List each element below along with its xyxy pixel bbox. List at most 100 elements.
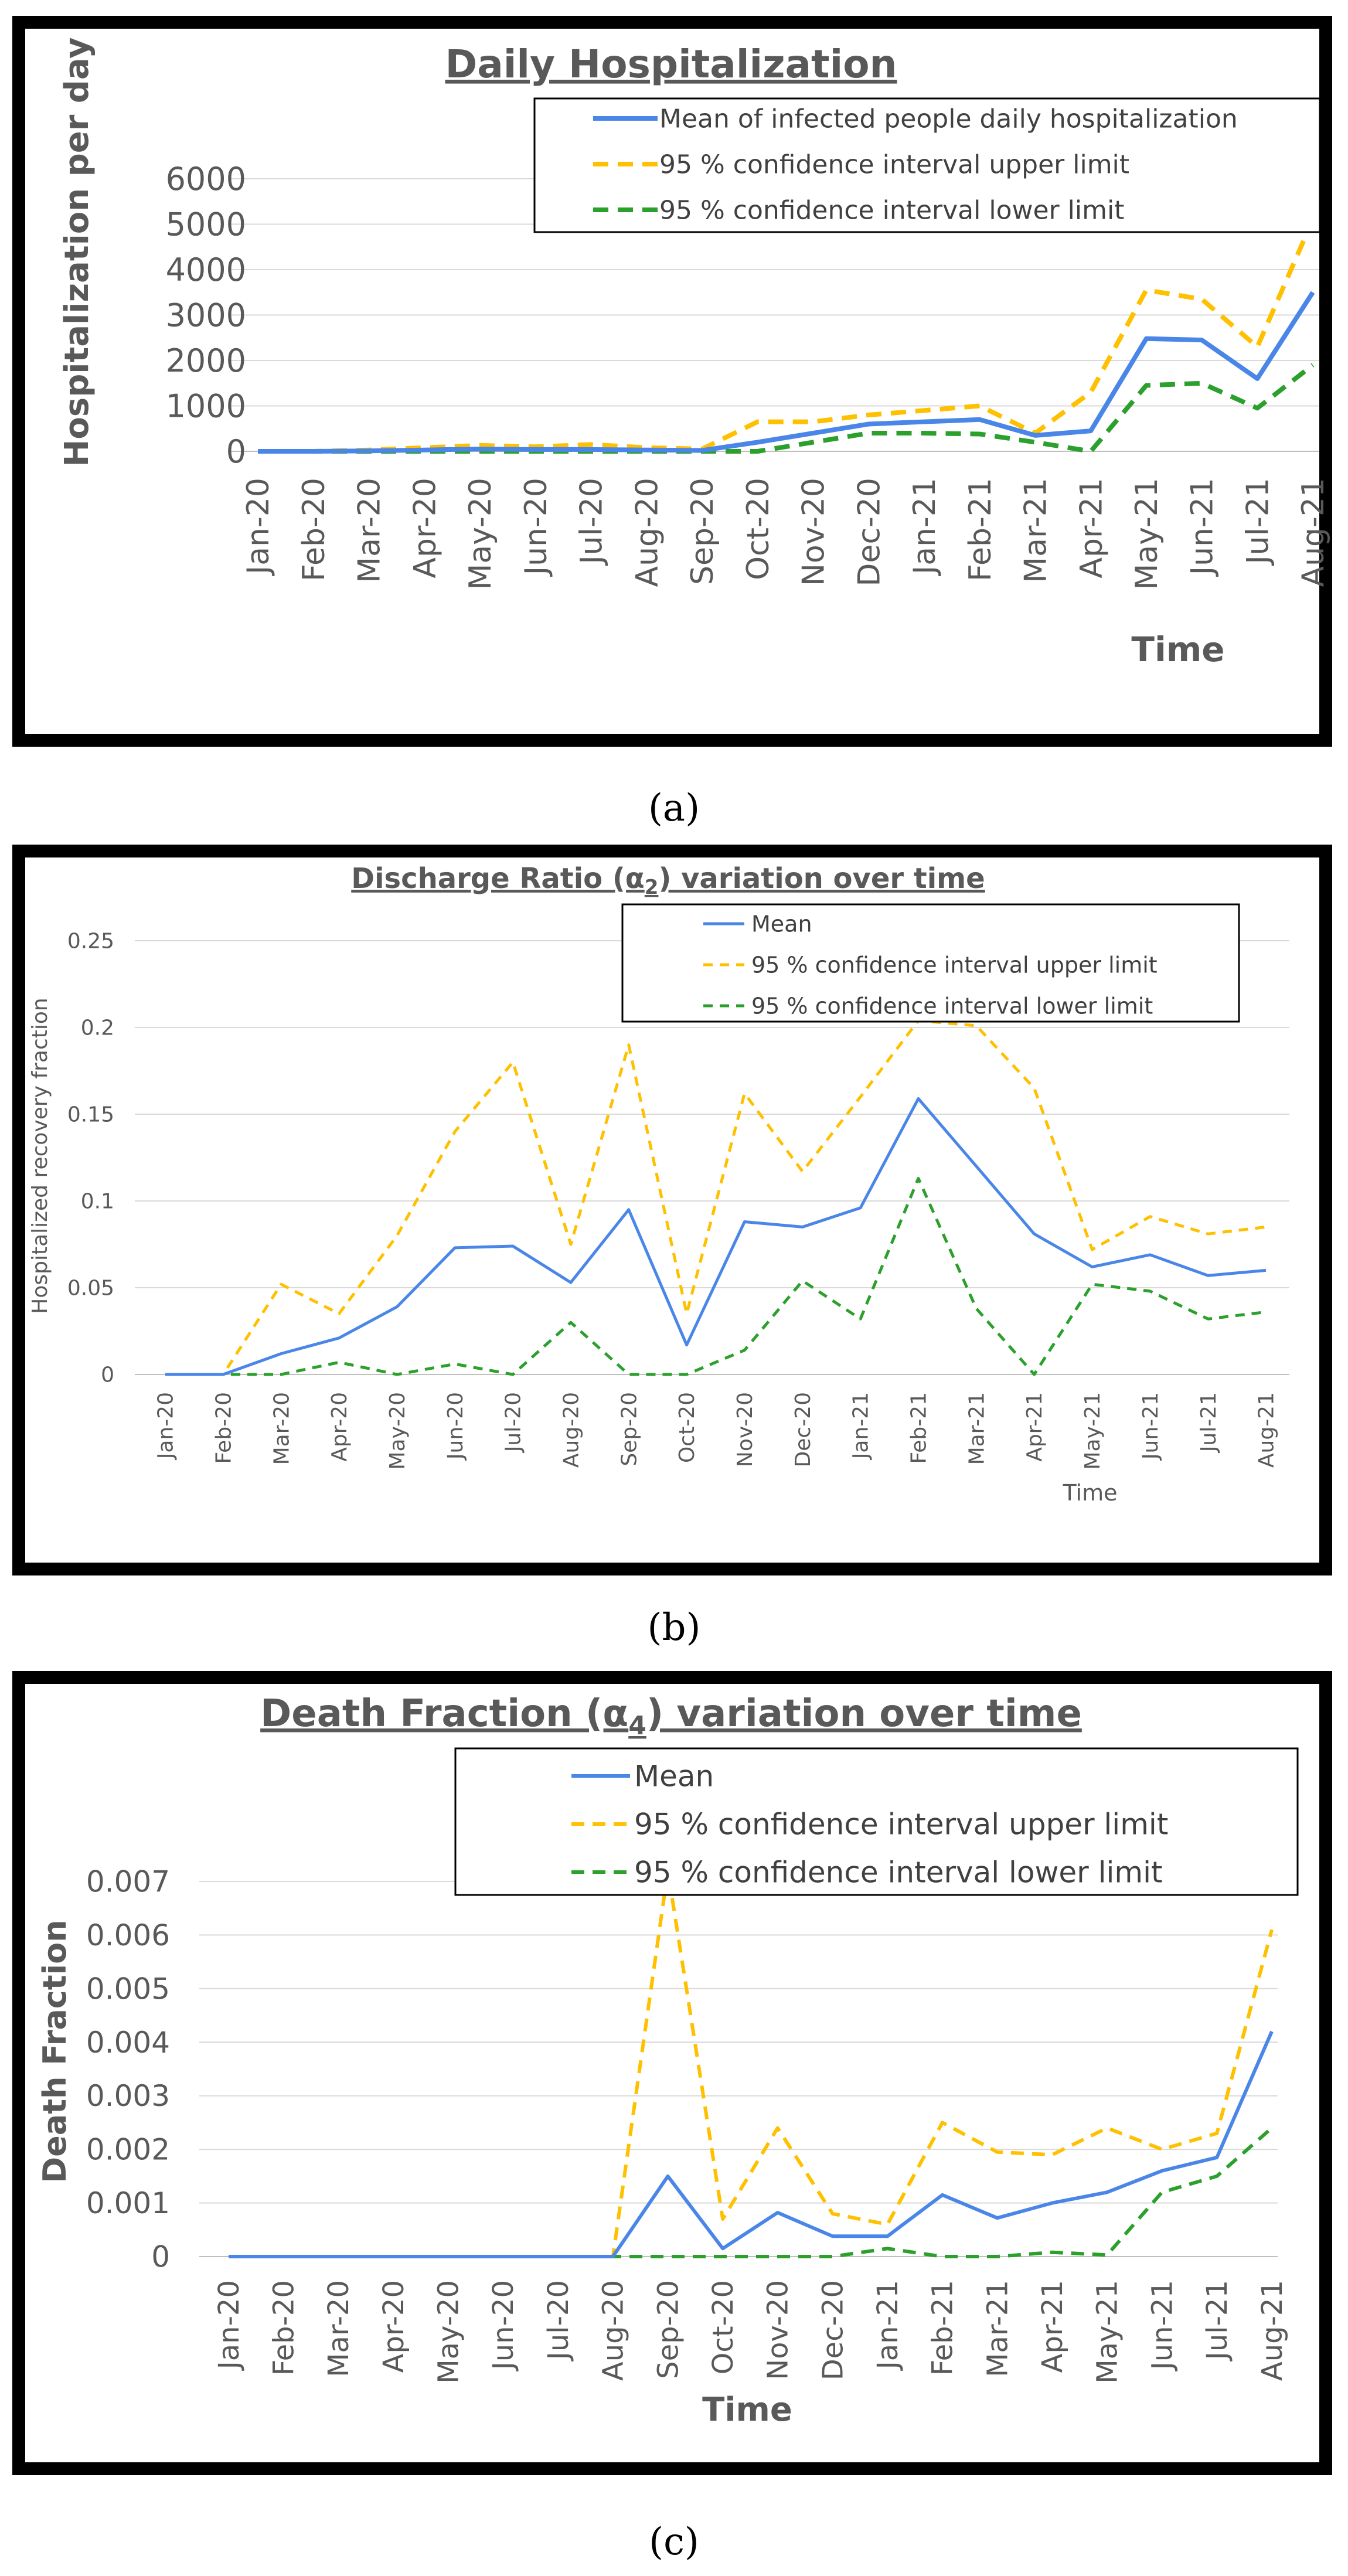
x-tick-label: Sep-20 bbox=[652, 2280, 685, 2379]
series-line-lower bbox=[165, 1177, 1267, 1376]
y-axis-label: Death Fraction bbox=[36, 1920, 73, 2183]
x-tick-label: Mar-20 bbox=[352, 478, 387, 583]
x-tick-label: Mar-20 bbox=[322, 2280, 355, 2377]
x-axis-label: Time bbox=[1063, 1480, 1118, 1506]
y-tick-label: 0.15 bbox=[67, 1103, 114, 1127]
legend-label: 95 % confidence interval upper limit bbox=[634, 1808, 1168, 1842]
y-tick-label: 0.25 bbox=[67, 930, 114, 954]
x-tick-label: Jun-21 bbox=[1139, 1392, 1163, 1461]
x-tick-label: Apr-20 bbox=[407, 478, 442, 579]
x-tick-label: May-20 bbox=[433, 2280, 465, 2384]
series-line-upper bbox=[258, 219, 1315, 454]
chart-title-main: Discharge Ratio (α bbox=[351, 862, 645, 895]
x-tick-label: Jun-21 bbox=[1185, 478, 1220, 577]
y-tick-label: 0.1 bbox=[81, 1190, 114, 1214]
y-tick-label: 0.003 bbox=[86, 2079, 170, 2113]
legend: Mean of infected people daily hospitaliz… bbox=[533, 97, 1321, 233]
x-tick-label: Jul-20 bbox=[542, 2280, 575, 2361]
x-axis-ticks: Jan-20 Feb-20 Mar-20 Apr-20 May-20 Jun-20 Jul-… bbox=[154, 1392, 1279, 1470]
chart-title-rest: ) variation over time bbox=[646, 1692, 1082, 1736]
legend-label: Mean bbox=[634, 1760, 714, 1794]
y-tick-label: 0 bbox=[151, 2240, 170, 2274]
legend-label: 95 % confidence interval upper limit bbox=[751, 952, 1158, 978]
y-tick-label: 0.007 bbox=[86, 1865, 170, 1899]
y-axis-ticks: 0 0.05 0.1 0.15 0.2 0.25 bbox=[67, 930, 114, 1387]
x-tick-label: Jan-21 bbox=[907, 478, 942, 576]
x-tick-label: Feb-20 bbox=[267, 2280, 300, 2376]
y-tick-label: 1000 bbox=[166, 387, 246, 424]
chart-title-subscript: 4 bbox=[628, 1711, 646, 1741]
x-tick-label: May-20 bbox=[463, 478, 498, 590]
x-tick-label: Jul-20 bbox=[574, 478, 610, 566]
caption-a: (a) bbox=[648, 787, 700, 830]
x-tick-label: Apr-21 bbox=[1036, 2280, 1069, 2373]
x-tick-label: Aug-21 bbox=[1296, 478, 1331, 587]
y-axis-label: Hospitalization per day bbox=[58, 38, 96, 467]
x-tick-label: Dec-20 bbox=[791, 1392, 815, 1467]
y-tick-label: 2000 bbox=[166, 342, 246, 379]
x-tick-label: Feb-21 bbox=[907, 1392, 931, 1464]
x-tick-label: Apr-20 bbox=[377, 2280, 410, 2373]
x-tick-label: Sep-20 bbox=[685, 478, 720, 585]
x-axis-label: Time bbox=[702, 2391, 792, 2429]
x-tick-label: Aug-20 bbox=[559, 1392, 583, 1468]
x-tick-label: Apr-21 bbox=[1074, 478, 1109, 579]
x-tick-label: Nov-20 bbox=[762, 2280, 795, 2380]
x-tick-label: Nov-20 bbox=[733, 1392, 757, 1467]
x-tick-label: Jan-20 bbox=[213, 2280, 246, 2371]
chart-title-rest: ) variation over time bbox=[658, 862, 985, 895]
x-tick-label: Aug-21 bbox=[1255, 1392, 1279, 1468]
legend-label: 95 % confidence interval lower limit bbox=[634, 1856, 1163, 1890]
x-tick-label: Jun-21 bbox=[1146, 2280, 1179, 2371]
x-tick-label: Jul-21 bbox=[1201, 2280, 1234, 2361]
x-tick-label: Mar-20 bbox=[270, 1392, 294, 1465]
y-axis-label: Hospitalized recovery fraction bbox=[28, 998, 52, 1314]
series-line-mean bbox=[165, 1097, 1267, 1376]
x-tick-label: Oct-20 bbox=[675, 1392, 699, 1463]
legend-label: 95 % confidence interval lower limit bbox=[751, 993, 1153, 1019]
y-tick-label: 0.006 bbox=[86, 1918, 170, 1952]
series-lines bbox=[165, 1019, 1267, 1376]
y-tick-label: 0.002 bbox=[86, 2133, 170, 2167]
x-tick-label: Aug-20 bbox=[597, 2280, 630, 2381]
panel-daily-hospitalization: Daily Hospitalization 0 1000 2000 3000 4000 5… bbox=[12, 16, 1332, 747]
x-tick-label: Jun-20 bbox=[444, 1392, 468, 1461]
x-tick-label: May-21 bbox=[1091, 2280, 1124, 2384]
x-tick-label: Feb-21 bbox=[963, 478, 998, 581]
chart-title: Daily Hospitalization bbox=[445, 42, 897, 87]
x-tick-label: Mar-21 bbox=[981, 2280, 1014, 2377]
x-tick-label: Nov-20 bbox=[796, 478, 832, 586]
x-tick-label: Aug-20 bbox=[629, 478, 665, 587]
caption-b: (b) bbox=[648, 1606, 701, 1649]
x-tick-label: Dec-20 bbox=[852, 478, 887, 587]
x-tick-label: Jun-20 bbox=[519, 478, 554, 577]
y-tick-label: 6000 bbox=[166, 161, 246, 198]
y-axis-ticks: 0 1000 2000 3000 4000 5000 6000 bbox=[166, 161, 246, 470]
chart-title: Discharge Ratio (α2) variation over time bbox=[351, 862, 985, 899]
y-tick-label: 0.001 bbox=[86, 2186, 170, 2220]
x-axis-ticks: Jan-20 Feb-20 Mar-20 Apr-20 May-20 Jun-20 Jul-… bbox=[213, 2280, 1289, 2384]
series-line-mean bbox=[229, 2030, 1274, 2258]
x-tick-label: May-21 bbox=[1129, 478, 1165, 590]
x-tick-label: Feb-20 bbox=[212, 1392, 236, 1464]
chart-title-main: Death Fraction (α bbox=[260, 1692, 628, 1736]
x-tick-label: Jul-20 bbox=[502, 1392, 526, 1453]
panel-death-fraction: Death Fraction (α4) variation over time … bbox=[12, 1671, 1332, 2475]
x-tick-label: Jul-21 bbox=[1240, 478, 1275, 566]
x-axis-ticks: Jan-20 Feb-20 Mar-20 Apr-20 May-20 Jun-20 Jul-… bbox=[241, 478, 1331, 590]
legend-label: Mean bbox=[751, 911, 812, 937]
x-tick-label: Jul-21 bbox=[1197, 1392, 1221, 1453]
legend-label: 95 % confidence interval lower limit bbox=[659, 195, 1124, 225]
y-tick-label: 0.2 bbox=[81, 1016, 114, 1040]
chart-title: Death Fraction (α4) variation over time bbox=[260, 1692, 1082, 1741]
x-tick-label: Sep-20 bbox=[617, 1392, 641, 1466]
x-tick-label: Jun-20 bbox=[487, 2280, 520, 2371]
y-tick-label: 0 bbox=[101, 1363, 114, 1387]
x-tick-label: Oct-20 bbox=[707, 2280, 740, 2374]
chart-title-subscript: 2 bbox=[645, 876, 659, 899]
x-tick-label: Aug-21 bbox=[1256, 2280, 1289, 2381]
x-tick-label: Mar-21 bbox=[1019, 478, 1054, 583]
y-tick-label: 0 bbox=[226, 433, 246, 470]
x-tick-label: Jan-20 bbox=[241, 478, 276, 576]
